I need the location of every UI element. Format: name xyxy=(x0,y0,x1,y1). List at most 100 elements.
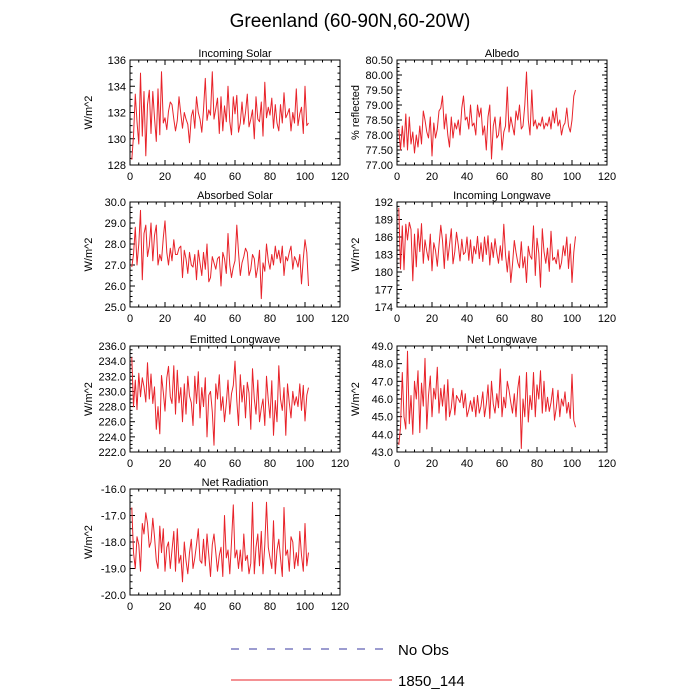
x-tick-label-net-radiation: 20 xyxy=(159,601,171,613)
y-tick-label-net-longwave: 46.0 xyxy=(372,394,393,406)
panels-group: Incoming Solar 0 20 40 60 80 100 120 128 130 132 13… xyxy=(83,48,616,613)
y-tick-label-incoming-solar: 130 xyxy=(108,134,126,146)
series-line-incoming-longwave xyxy=(398,207,576,288)
y-tick-label-emitted-longwave: 234.0 xyxy=(98,356,126,368)
y-axis-label-incoming-solar: W/m^2 xyxy=(83,96,95,130)
x-tick-label-net-longwave: 40 xyxy=(461,458,473,470)
x-tick-label-net-longwave: 20 xyxy=(426,458,438,470)
y-tick-label-net-radiation: -20.0 xyxy=(101,590,126,602)
y-tick-label-net-radiation: -19.0 xyxy=(101,564,126,576)
x-tick-label-albedo: 40 xyxy=(461,171,473,183)
panel-net-longwave: Net Longwave 0 20 40 60 80 100 120 43.0 44.0 45.0 4… xyxy=(350,334,616,470)
y-axis-label-albedo: % reflected xyxy=(350,85,362,140)
x-tick-label-net-radiation: 120 xyxy=(331,601,349,613)
x-tick-label-net-radiation: 60 xyxy=(229,601,241,613)
panel-title-net-longwave: Net Longwave xyxy=(467,334,537,346)
y-tick-label-net-longwave: 47.0 xyxy=(372,376,393,388)
figure-title: Greenland (60-90N,60-20W) xyxy=(230,11,471,32)
legend-label-1850-144: 1850_144 xyxy=(398,673,465,690)
y-tick-label-incoming-longwave: 180 xyxy=(375,267,393,279)
series-line-net-radiation xyxy=(131,501,309,583)
y-tick-label-albedo: 79.50 xyxy=(365,85,393,97)
x-tick-label-net-radiation: 100 xyxy=(296,601,314,613)
x-tick-label-albedo: 60 xyxy=(496,171,508,183)
y-tick-label-incoming-longwave: 192 xyxy=(375,197,393,209)
y-tick-label-net-radiation: -18.0 xyxy=(101,537,126,549)
y-tick-label-net-longwave: 44.0 xyxy=(372,429,393,441)
x-tick-label-incoming-solar: 120 xyxy=(331,171,349,183)
y-tick-label-emitted-longwave: 224.0 xyxy=(98,432,126,444)
y-tick-label-incoming-longwave: 183 xyxy=(375,250,393,262)
panel-title-emitted-longwave: Emitted Longwave xyxy=(190,334,281,346)
x-tick-label-absorbed-solar: 0 xyxy=(127,313,133,325)
x-tick-label-albedo: 20 xyxy=(426,171,438,183)
y-tick-label-absorbed-solar: 26.0 xyxy=(105,281,126,293)
y-axis-label-incoming-longwave: W/m^2 xyxy=(350,238,362,272)
y-tick-label-incoming-solar: 132 xyxy=(108,108,126,120)
y-tick-label-emitted-longwave: 236.0 xyxy=(98,341,126,353)
panel-albedo: Albedo 0 20 40 60 80 100 120 77.00 77.50 78.00 78.5… xyxy=(350,48,616,183)
x-tick-label-emitted-longwave: 100 xyxy=(296,458,314,470)
x-tick-label-net-longwave: 60 xyxy=(496,458,508,470)
plot-frame-net-radiation xyxy=(129,488,341,596)
y-tick-label-albedo: 77.50 xyxy=(365,145,393,157)
x-tick-label-incoming-longwave: 40 xyxy=(461,313,473,325)
x-tick-label-emitted-longwave: 120 xyxy=(331,458,349,470)
x-tick-label-incoming-solar: 20 xyxy=(159,171,171,183)
y-tick-label-incoming-solar: 134 xyxy=(108,81,126,93)
x-tick-label-absorbed-solar: 80 xyxy=(264,313,276,325)
y-tick-label-net-longwave: 48.0 xyxy=(372,359,393,371)
series-line-net-longwave xyxy=(398,350,576,449)
x-tick-label-emitted-longwave: 0 xyxy=(127,458,133,470)
y-tick-label-net-radiation: -16.0 xyxy=(101,484,126,496)
y-tick-label-incoming-longwave: 174 xyxy=(375,302,393,314)
y-tick-label-emitted-longwave: 226.0 xyxy=(98,417,126,429)
x-tick-label-incoming-solar: 60 xyxy=(229,171,241,183)
panel-absorbed-solar: Absorbed Solar 0 20 40 60 80 100 120 25.0 26.0 27.… xyxy=(83,190,349,325)
x-tick-label-net-longwave: 0 xyxy=(394,458,400,470)
panel-title-albedo: Albedo xyxy=(485,48,519,60)
panel-title-net-radiation: Net Radiation xyxy=(202,477,269,489)
y-tick-label-albedo: 80.00 xyxy=(365,70,393,82)
x-tick-label-incoming-solar: 0 xyxy=(127,171,133,183)
x-tick-label-net-radiation: 80 xyxy=(264,601,276,613)
x-tick-label-emitted-longwave: 20 xyxy=(159,458,171,470)
x-tick-label-absorbed-solar: 100 xyxy=(296,313,314,325)
y-tick-label-albedo: 78.50 xyxy=(365,115,393,127)
x-tick-label-net-longwave: 80 xyxy=(531,458,543,470)
x-tick-label-incoming-longwave: 120 xyxy=(598,313,616,325)
panel-title-incoming-solar: Incoming Solar xyxy=(198,48,272,60)
y-axis-label-net-radiation: W/m^2 xyxy=(83,525,95,559)
x-tick-label-incoming-longwave: 0 xyxy=(394,313,400,325)
x-tick-label-net-radiation: 0 xyxy=(127,601,133,613)
x-tick-label-net-radiation: 40 xyxy=(194,601,206,613)
x-tick-label-incoming-longwave: 60 xyxy=(496,313,508,325)
y-tick-label-emitted-longwave: 222.0 xyxy=(98,447,126,459)
x-tick-label-albedo: 80 xyxy=(531,171,543,183)
series-line-absorbed-solar xyxy=(131,209,309,300)
series-line-incoming-solar xyxy=(131,71,309,160)
y-tick-label-incoming-longwave: 186 xyxy=(375,232,393,244)
y-tick-label-incoming-solar: 128 xyxy=(108,160,126,172)
x-tick-label-incoming-longwave: 20 xyxy=(426,313,438,325)
y-tick-label-net-longwave: 43.0 xyxy=(372,447,393,459)
panel-incoming-longwave: Incoming Longwave 0 20 40 60 80 100 120 174 177 18… xyxy=(350,190,616,325)
series-line-emitted-longwave xyxy=(131,357,309,446)
panel-title-incoming-longwave: Incoming Longwave xyxy=(453,190,551,202)
x-tick-label-net-longwave: 120 xyxy=(598,458,616,470)
y-tick-label-albedo: 79.00 xyxy=(365,100,393,112)
x-tick-label-absorbed-solar: 120 xyxy=(331,313,349,325)
legend-label-no-obs: No Obs xyxy=(398,642,449,659)
y-tick-label-net-radiation: -17.0 xyxy=(101,511,126,523)
x-tick-label-incoming-solar: 40 xyxy=(194,171,206,183)
y-tick-label-absorbed-solar: 27.0 xyxy=(105,260,126,272)
x-tick-label-incoming-longwave: 100 xyxy=(563,313,581,325)
x-tick-label-albedo: 100 xyxy=(563,171,581,183)
legend: No Obs 1850_144 xyxy=(231,642,465,690)
panel-incoming-solar: Incoming Solar 0 20 40 60 80 100 120 128 130 132 13… xyxy=(83,48,349,183)
y-tick-label-emitted-longwave: 232.0 xyxy=(98,371,126,383)
y-axis-label-absorbed-solar: W/m^2 xyxy=(83,238,95,272)
x-tick-label-absorbed-solar: 20 xyxy=(159,313,171,325)
y-axis-label-net-longwave: W/m^2 xyxy=(350,382,362,416)
